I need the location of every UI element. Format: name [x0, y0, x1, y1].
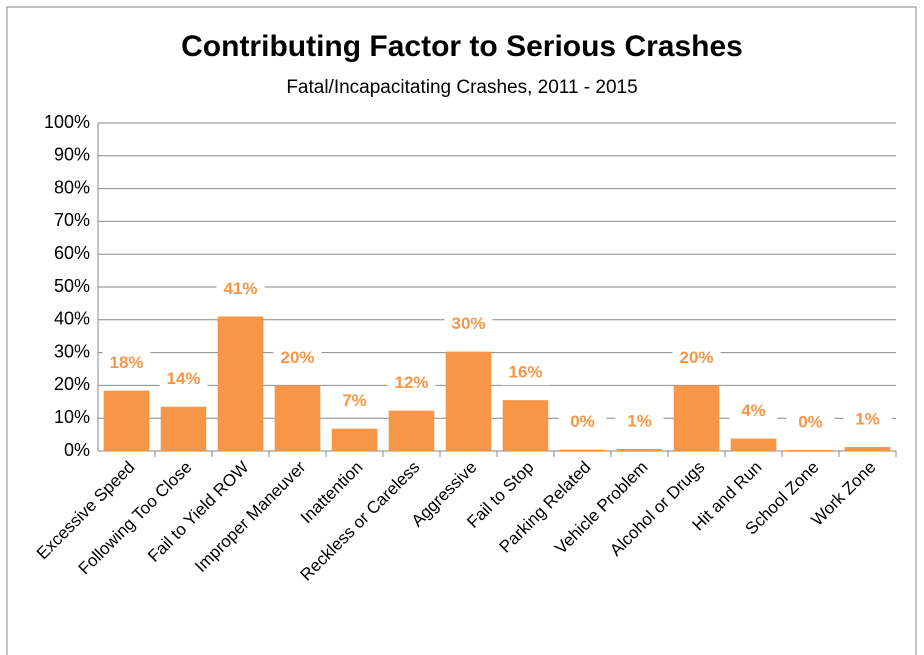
bar: [616, 449, 663, 451]
value-label-bg: [102, 351, 151, 376]
value-label: 1%: [627, 412, 652, 431]
x-tick-label: Fail to Yield ROW: [144, 458, 252, 566]
value-label-bg: [843, 408, 892, 433]
y-tick-label: 0%: [64, 440, 90, 460]
value-label: 4%: [741, 401, 766, 420]
chart-title: Contributing Factor to Serious Crashes: [181, 30, 743, 63]
y-tick-label: 30%: [54, 341, 90, 361]
value-label: 20%: [280, 348, 314, 367]
value-label: 0%: [570, 412, 595, 431]
value-label-bg: [729, 399, 778, 424]
value-label-bg: [330, 389, 379, 414]
bar: [730, 438, 777, 451]
bar: [388, 410, 435, 451]
y-tick-label: 100%: [44, 112, 90, 132]
bar: [844, 447, 891, 451]
value-label: 1%: [855, 410, 880, 429]
y-tick-label: 70%: [54, 210, 90, 230]
chart-frame: [6, 6, 917, 655]
y-tick-label: 20%: [54, 374, 90, 394]
value-label-bg: [615, 410, 664, 435]
value-label-bg: [672, 346, 721, 371]
value-label: 14%: [166, 369, 200, 388]
bar: [787, 450, 834, 451]
bar: [274, 385, 321, 451]
value-label: 30%: [451, 314, 485, 333]
value-label-bg: [159, 367, 208, 392]
value-label: 7%: [342, 391, 367, 410]
value-label: 0%: [798, 413, 823, 432]
bar: [673, 385, 720, 451]
value-label-bg: [216, 277, 265, 302]
bar: [103, 390, 150, 451]
bar: [445, 351, 492, 451]
value-label-bg: [387, 371, 436, 396]
value-label: 18%: [109, 353, 143, 372]
value-label: 41%: [223, 279, 257, 298]
bar: [217, 316, 264, 451]
value-label: 20%: [679, 348, 713, 367]
bar: [502, 400, 549, 451]
x-tick-label: Improper Maneuver: [191, 457, 310, 576]
y-tick-label: 60%: [54, 243, 90, 263]
value-label: 16%: [508, 363, 542, 382]
value-label-bg: [786, 411, 835, 436]
bar: [331, 428, 378, 451]
value-label-bg: [501, 361, 550, 386]
value-label-bg: [273, 346, 322, 371]
chart-subtitle: Fatal/Incapacitating Crashes, 2011 - 201…: [286, 77, 637, 98]
y-tick-label: 50%: [54, 276, 90, 296]
x-tick-label: Excessive Speed: [33, 458, 139, 564]
y-tick-label: 90%: [54, 145, 90, 165]
bar: [559, 449, 606, 451]
y-tick-label: 40%: [54, 309, 90, 329]
value-label: 12%: [394, 373, 428, 392]
value-label-bg: [558, 410, 607, 435]
y-tick-label: 80%: [54, 177, 90, 197]
y-tick-label: 10%: [54, 407, 90, 427]
bar: [160, 406, 207, 451]
value-label-bg: [444, 312, 493, 337]
